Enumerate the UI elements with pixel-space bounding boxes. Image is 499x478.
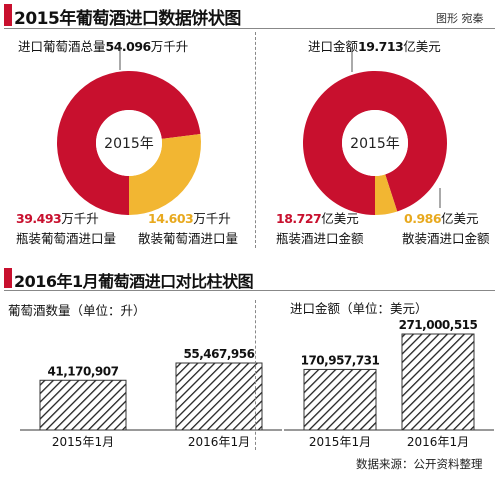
title-divider bbox=[4, 28, 495, 29]
bar1-value-label-1: 41,170,907 bbox=[48, 364, 119, 378]
page-title: 2015年葡萄酒进口数据饼状图 bbox=[14, 9, 241, 29]
bar1-title: 葡萄酒数量（单位：升） bbox=[8, 303, 146, 318]
pie2-title: 进口金额19.713亿美元 bbox=[308, 39, 441, 54]
section-divider-bottom bbox=[255, 300, 256, 450]
bar2-title: 进口金额（单位：美元） bbox=[290, 301, 428, 316]
bar2-value-label-2: 271,000,515 bbox=[399, 318, 478, 332]
pie1-slice2-value: 14.603万千升 bbox=[148, 211, 231, 226]
pie1-slice1-value: 39.493万千升 bbox=[16, 211, 99, 226]
pie1-center-label: 2015年 bbox=[104, 136, 154, 152]
pie1-slice-1 bbox=[57, 71, 201, 215]
pie2-slice1-label: 瓶装酒进口金额 bbox=[276, 231, 364, 246]
pie2-center-label: 2015年 bbox=[350, 136, 400, 152]
data-source: 数据来源：公开资料整理 bbox=[356, 457, 483, 471]
pie2-center-hole bbox=[342, 110, 408, 176]
bar2-bar-2 bbox=[401, 333, 475, 431]
section2-divider bbox=[4, 290, 495, 291]
pie1-slice1-label: 瓶装葡萄酒进口量 bbox=[16, 231, 117, 246]
bar1-bar-2 bbox=[175, 362, 263, 431]
pie2-slice2-value: 0.986亿美元 bbox=[404, 211, 479, 226]
pie2-slice2-label: 散装酒进口金额 bbox=[402, 231, 490, 246]
bar1-bar-1 bbox=[39, 379, 127, 431]
bar2-category-1: 2015年1月 bbox=[309, 435, 371, 449]
bar2-value-label-1: 170,957,731 bbox=[301, 353, 380, 367]
pie2-slice-1 bbox=[302, 71, 448, 215]
section2-accent-bar bbox=[4, 268, 12, 288]
pie1-slice2-label: 散装葡萄酒进口量 bbox=[138, 231, 239, 246]
title-accent-bar bbox=[4, 4, 12, 26]
graphic-credit: 图形 宛秦 bbox=[436, 12, 484, 25]
section2-title: 2016年1月葡萄酒进口对比柱状图 bbox=[14, 272, 254, 291]
bar1-category-2: 2016年1月 bbox=[188, 435, 250, 449]
bar2-category-2: 2016年1月 bbox=[407, 435, 469, 449]
pie2-slice1-value: 18.727亿美元 bbox=[276, 211, 359, 226]
pie2-slice-2 bbox=[375, 174, 398, 216]
pie1-center-hole bbox=[96, 110, 162, 176]
pie1-title: 进口葡萄酒总量54.096万千升 bbox=[18, 39, 189, 54]
pie1-slice-2 bbox=[129, 134, 201, 215]
bar2-bar-1 bbox=[303, 368, 377, 431]
bar1-value-label-2: 55,467,956 bbox=[184, 347, 255, 361]
section-divider-top bbox=[255, 32, 256, 248]
bar1-category-1: 2015年1月 bbox=[52, 435, 114, 449]
